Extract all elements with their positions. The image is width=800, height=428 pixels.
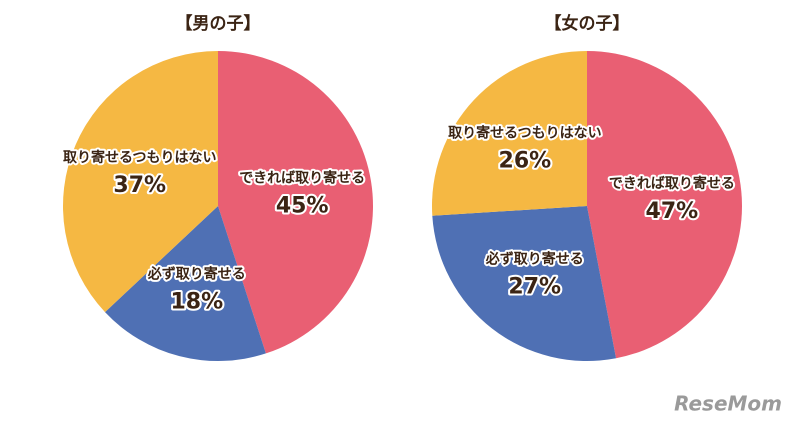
slice-label: できれば取り寄せる: [609, 175, 735, 192]
pie-slice: [587, 51, 742, 359]
slice-label: 取り寄せるつもりはない: [448, 125, 601, 142]
slice-value: 47%: [646, 199, 699, 224]
pie-slice: [105, 206, 266, 361]
pie-slice: [62, 50, 218, 313]
pie-slice: [431, 51, 587, 216]
pie-slice: [432, 206, 617, 361]
slice-value: 26%: [499, 149, 552, 174]
slice-label: できれば取り寄せる: [239, 170, 365, 187]
slice-value: 37%: [113, 173, 166, 198]
slice-label: 必ず取り寄せる: [485, 250, 584, 267]
slice-value: 18%: [170, 290, 223, 315]
chart-title: 【女の子】: [545, 13, 630, 34]
pie-slice: [218, 51, 373, 354]
chart-title: 【男の子】: [176, 13, 261, 34]
slice-value: 27%: [508, 274, 561, 299]
watermark: ReseMom: [674, 392, 782, 416]
slice-value: 45%: [276, 194, 329, 219]
slice-label: 取り寄せるつもりはない: [63, 149, 216, 166]
slice-label: 必ず取り寄せる: [147, 266, 246, 283]
